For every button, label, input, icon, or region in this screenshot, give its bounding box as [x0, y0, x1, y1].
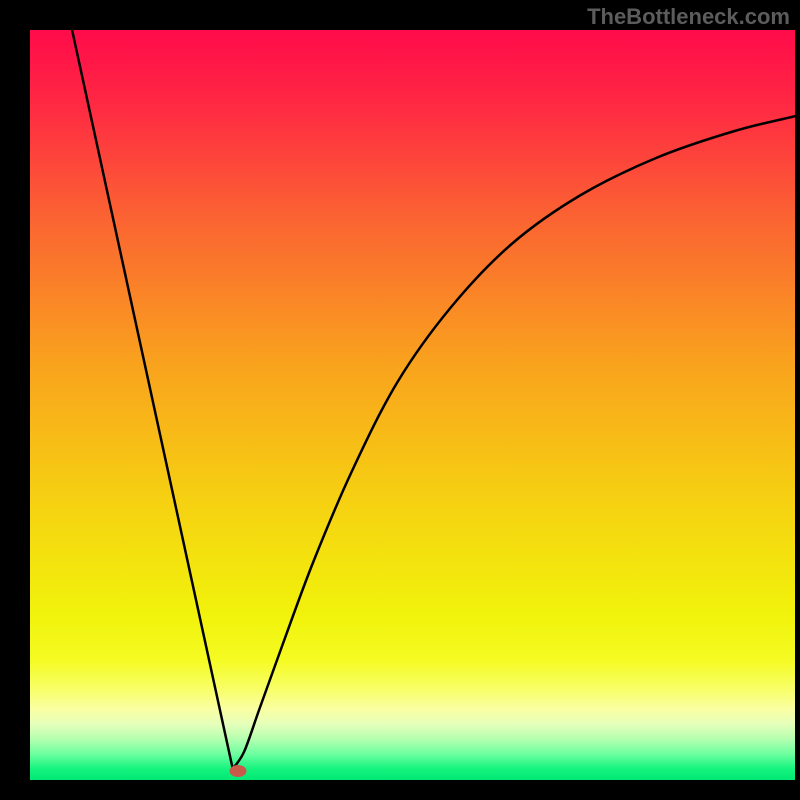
- minimum-marker: [230, 765, 247, 777]
- plot-area: [30, 30, 795, 780]
- bottleneck-curve: [72, 30, 795, 769]
- curve-layer: [30, 30, 795, 780]
- watermark-text: TheBottleneck.com: [587, 4, 790, 30]
- chart-canvas: TheBottleneck.com: [0, 0, 800, 800]
